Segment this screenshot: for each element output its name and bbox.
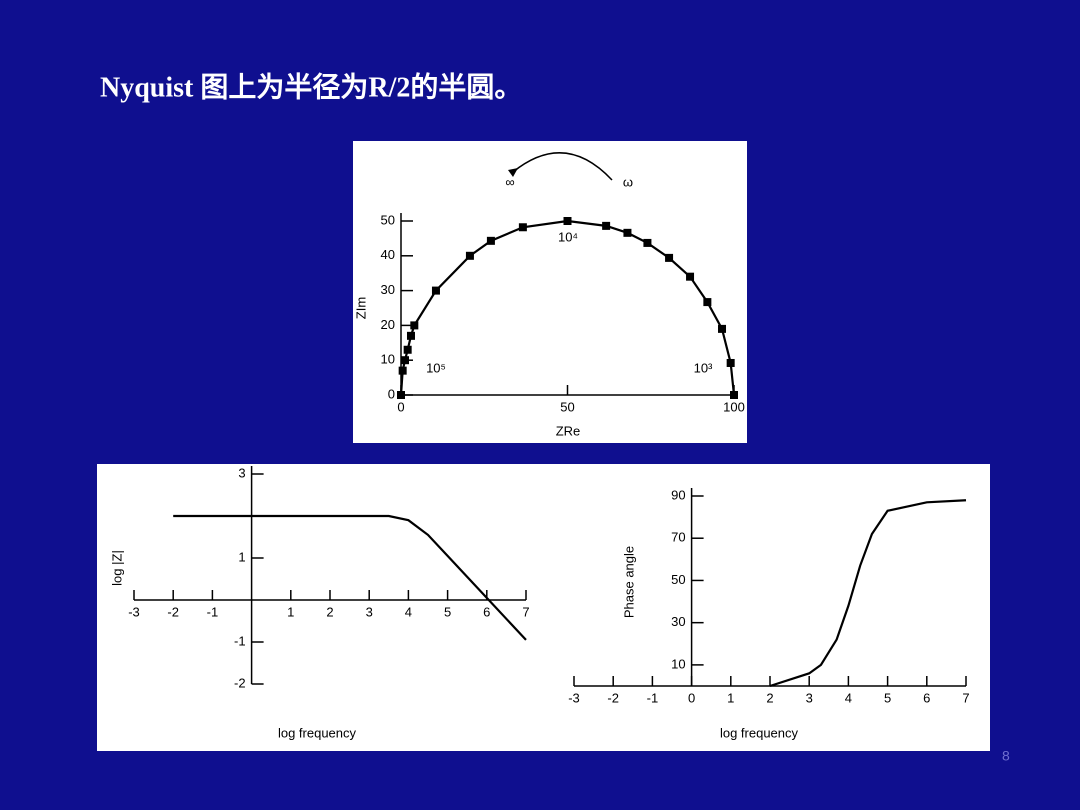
y-tick-label: 30	[381, 282, 395, 297]
x-tick-label: 1	[727, 690, 734, 705]
x-tick-label: -2	[167, 604, 179, 619]
x-tick-label: 7	[522, 604, 529, 619]
y-tick-label: 50	[381, 212, 395, 227]
point	[563, 217, 572, 225]
x-tick-label: 5	[884, 690, 891, 705]
y-tick-label: 30	[671, 614, 685, 629]
x-axis-label: log frequency	[720, 725, 799, 740]
arrow-head	[508, 168, 518, 177]
annotation: ∞	[505, 174, 514, 189]
annotation: 10⁴	[558, 229, 578, 244]
x-tick-label: 2	[766, 690, 773, 705]
x-tick-label: 6	[923, 690, 930, 705]
y-tick-label: -1	[234, 633, 246, 648]
point	[431, 286, 440, 295]
point	[703, 298, 712, 307]
nyquist-panel	[353, 141, 747, 443]
x-tick-label: -1	[207, 604, 219, 619]
x-tick-label: -1	[647, 690, 659, 705]
y-axis-label: log |Z|	[109, 550, 124, 586]
point	[403, 345, 412, 354]
page-number: 8	[1002, 748, 1010, 764]
point	[410, 321, 419, 330]
x-tick-label: 0	[688, 690, 695, 705]
y-tick-label: 1	[238, 549, 245, 564]
point	[465, 251, 474, 260]
x-tick-label: 6	[483, 604, 490, 619]
bode-panel	[97, 464, 990, 751]
x-tick-label: -3	[128, 604, 140, 619]
slide-title: Nyquist 图上为半径为R/2的半圆。	[100, 70, 522, 103]
x-tick-label: 2	[326, 604, 333, 619]
x-tick-label: -3	[568, 690, 580, 705]
point	[400, 356, 409, 365]
x-tick-label: 0	[397, 399, 404, 414]
point	[623, 228, 632, 237]
x-tick-label: 4	[405, 604, 412, 619]
y-tick-label: 50	[671, 572, 685, 587]
annotation: 10³	[694, 360, 713, 375]
x-tick-label: 5	[444, 604, 451, 619]
point	[726, 358, 735, 367]
arrow	[512, 152, 613, 181]
y-tick-label: -2	[234, 675, 246, 690]
y-tick-label: 10	[381, 352, 395, 367]
y-axis-label: ZIm	[353, 297, 368, 319]
point	[518, 223, 527, 232]
annotation: ω	[623, 174, 633, 189]
x-tick-label: 3	[806, 690, 813, 705]
x-tick-label: 100	[723, 399, 745, 414]
point	[397, 391, 405, 399]
x-tick-label: 4	[845, 690, 852, 705]
y-tick-label: 0	[388, 386, 395, 401]
point	[486, 236, 495, 245]
point	[718, 324, 727, 333]
y-tick-label: 70	[671, 530, 685, 545]
x-tick-label: 1	[287, 604, 294, 619]
point	[686, 272, 695, 281]
x-axis-label: ZRe	[556, 423, 581, 438]
y-axis-label: Phase angle	[621, 546, 636, 618]
x-tick-label: 3	[366, 604, 373, 619]
x-tick-label: 7	[962, 690, 969, 705]
annotation: 10⁵	[426, 360, 446, 375]
x-tick-label: -2	[607, 690, 619, 705]
y-tick-label: 40	[381, 247, 395, 262]
y-tick-label: 20	[381, 317, 395, 332]
point	[406, 331, 415, 340]
y-tick-label: 10	[671, 656, 685, 671]
point	[643, 238, 652, 247]
series-line	[173, 514, 527, 641]
point	[398, 366, 407, 375]
x-axis-label: log frequency	[278, 725, 357, 740]
series-line	[769, 499, 967, 688]
point	[602, 221, 611, 230]
point	[665, 253, 674, 262]
x-tick-label: 50	[560, 399, 574, 414]
y-tick-label: 3	[238, 465, 245, 480]
y-tick-label: 90	[671, 487, 685, 502]
point	[730, 391, 738, 399]
